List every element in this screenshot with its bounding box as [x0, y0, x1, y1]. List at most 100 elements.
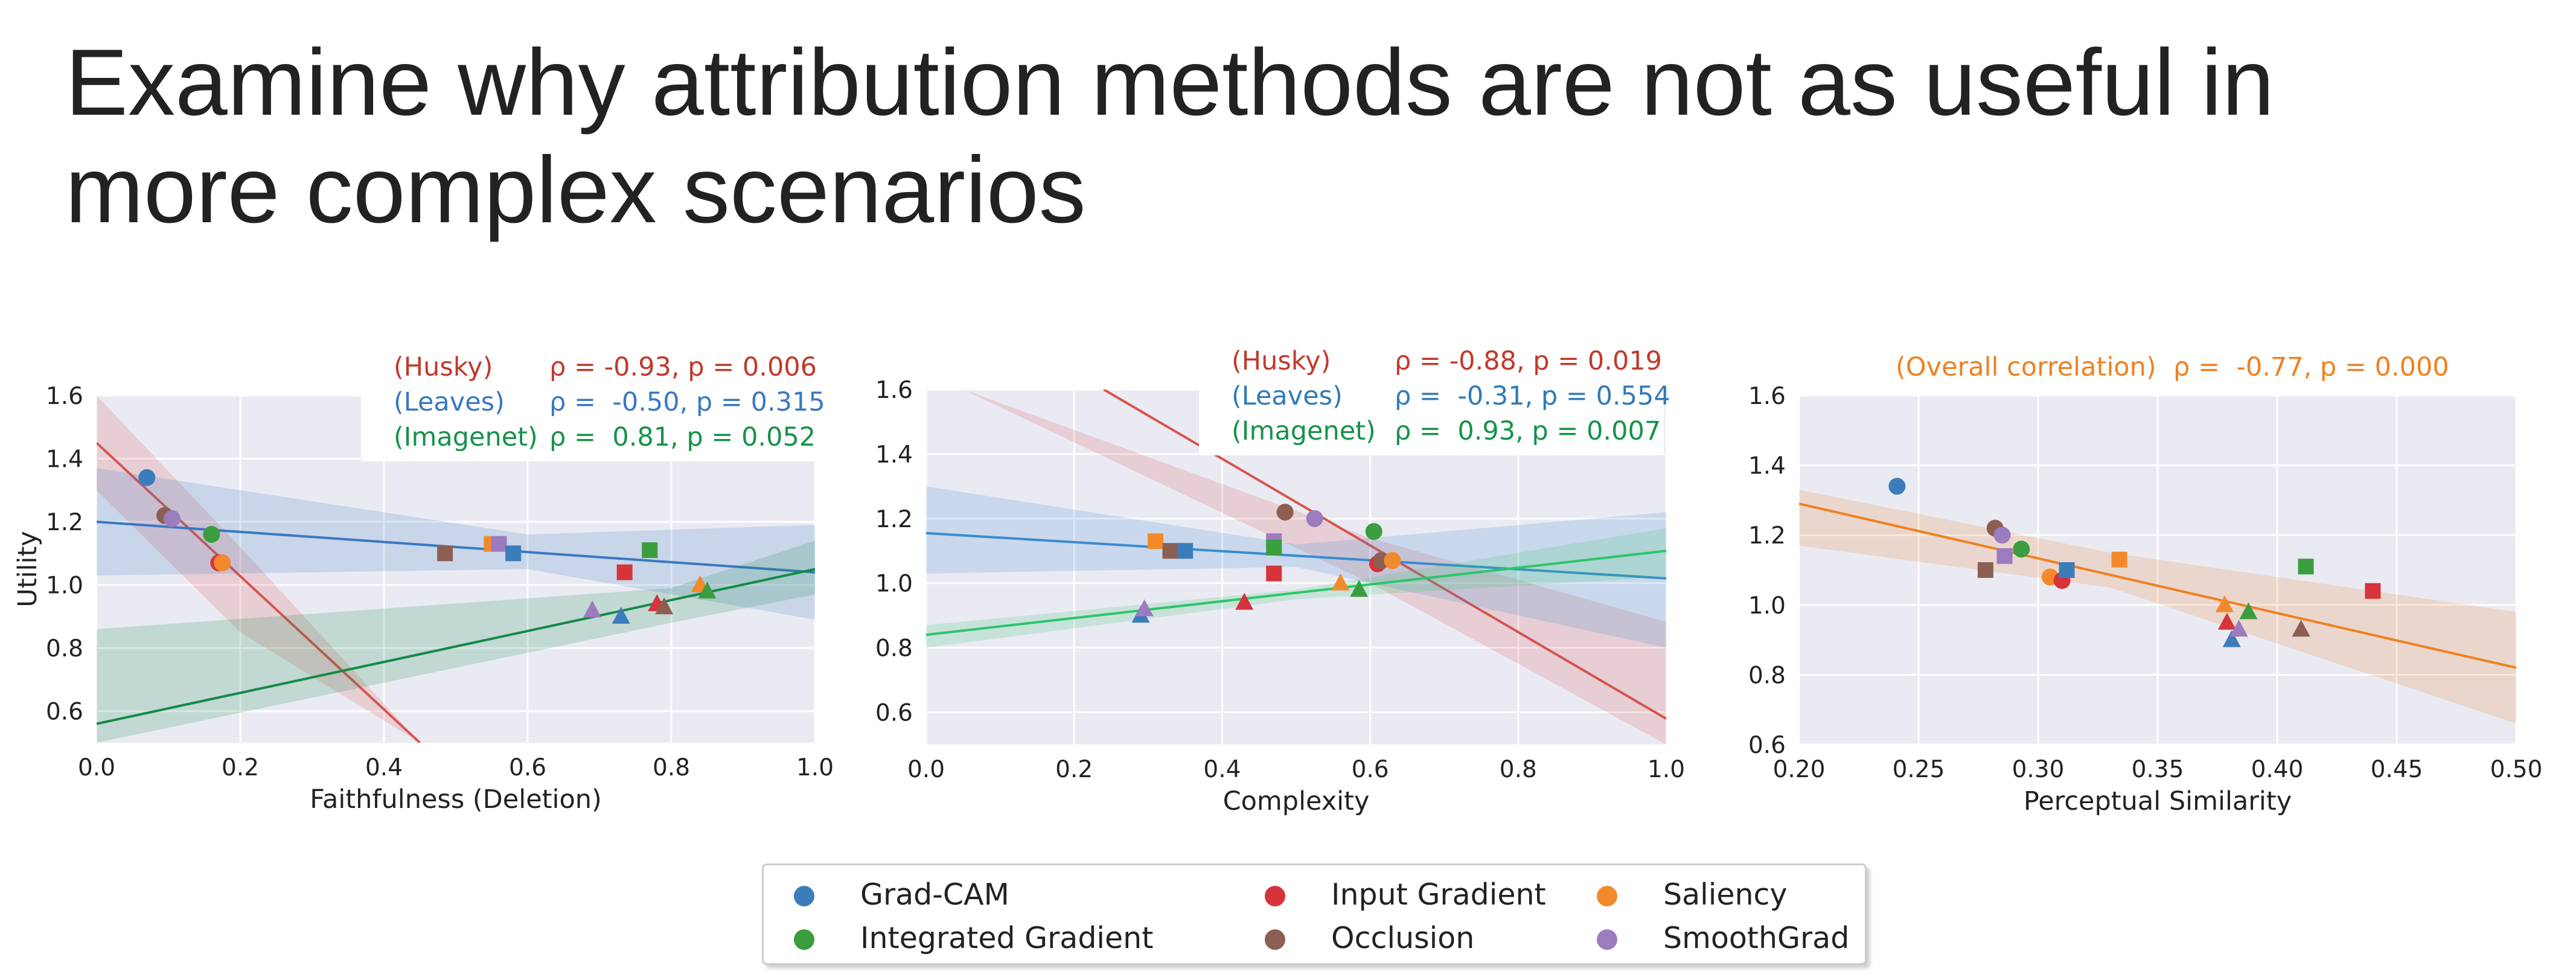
- y-axis-label: Utility: [13, 531, 43, 607]
- data-point: [2222, 630, 2241, 647]
- x-tick-label: 0.4: [365, 754, 403, 781]
- y-tick-label: 0.8: [875, 635, 913, 662]
- legend-marker: [794, 929, 814, 950]
- x-tick-label: 0.8: [1500, 756, 1537, 783]
- x-tick-label: 0.25: [1893, 756, 1945, 783]
- annotation-statistic: ρ = -0.88, p = 0.019: [1395, 346, 1662, 376]
- data-point: [642, 542, 658, 559]
- fit-line-imagenet: [926, 550, 1666, 636]
- data-point: [1266, 539, 1282, 556]
- data-point: [437, 545, 453, 562]
- legend-label: Integrated Gradient: [860, 921, 1154, 955]
- chart-faithfulness: 0.0 0.2 0.4 0.6 0.8 1.0 0.6 0.8 1.0 1.2 1.4 1.6 Fait…: [13, 349, 834, 815]
- data-point: [698, 582, 717, 599]
- legend-marker: [1597, 886, 1617, 906]
- data-point: [616, 564, 633, 580]
- data-point: [214, 554, 231, 572]
- legend-label: SmoothGrad: [1663, 921, 1850, 955]
- data-point: [1306, 510, 1323, 527]
- data-point: [1266, 565, 1282, 582]
- data-point: [1235, 592, 1254, 610]
- data-point: [655, 597, 674, 615]
- data-point: [2365, 583, 2381, 599]
- chart-perceptual-similarity: 0.20 0.25 0.30 0.35 0.40 0.45 0.50 0.6 0.8 1.0 1.2…: [1748, 350, 2543, 816]
- legend-label: Saliency: [1663, 877, 1788, 912]
- chart-complexity: 0.0 0.2 0.4 0.6 0.8 1.0 0.6 0.8 1.0 1.2 1.4 1.6 Comp…: [875, 343, 1685, 816]
- y-tick-label: 0.8: [1748, 662, 1786, 689]
- annotation-statistic: ρ = -0.50, p = 0.315: [549, 387, 825, 417]
- data-point: [2059, 562, 2075, 578]
- x-tick-label: 0.4: [1203, 756, 1241, 783]
- y-tick-label: 0.6: [46, 699, 83, 726]
- y-tick-label: 1.0: [1748, 592, 1786, 620]
- x-tick-label: 0.30: [2012, 756, 2065, 783]
- annotation-group-label: (Leaves): [1232, 381, 1343, 411]
- data-point: [2292, 620, 2310, 637]
- data-point: [203, 526, 220, 543]
- fit-line-husky: [97, 441, 421, 743]
- y-tick-label: 1.0: [46, 572, 83, 600]
- legend-label: Input Gradient: [1331, 877, 1546, 912]
- x-tick-label: 0.20: [1773, 756, 1826, 783]
- data-point: [491, 536, 507, 552]
- data-point: [2239, 602, 2258, 620]
- y-tick-label: 1.4: [1748, 453, 1786, 480]
- data-point: [1331, 573, 1350, 591]
- y-tick-label: 1.4: [875, 441, 913, 469]
- data-point: [2229, 620, 2248, 637]
- annotation-box: [361, 349, 820, 461]
- legend-marker: [1265, 886, 1285, 906]
- y-tick-label: 1.6: [46, 383, 83, 410]
- y-tick-label: 0.6: [1748, 732, 1786, 759]
- x-tick-label: 1.0: [796, 754, 834, 781]
- confidence-band-overall: [1799, 490, 2516, 724]
- data-point: [1276, 504, 1294, 521]
- x-tick-label: 0.2: [1055, 756, 1093, 783]
- annotation-group-label: (Husky): [1232, 346, 1331, 376]
- data-point: [612, 606, 630, 624]
- x-tick-label: 0.50: [2490, 756, 2543, 783]
- legend-marker: [1265, 929, 1285, 950]
- data-point: [2215, 595, 2234, 612]
- x-tick-label: 0.6: [509, 754, 546, 781]
- x-axis-label: Faithfulness (Deletion): [310, 784, 602, 815]
- confidence-band-imagenet: [926, 528, 1666, 648]
- y-tick-label: 0.8: [46, 635, 83, 662]
- y-tick-label: 0.6: [875, 700, 913, 727]
- fit-line-leaves: [926, 531, 1666, 580]
- x-tick-label: 0.6: [1352, 756, 1389, 783]
- x-tick-label: 0.0: [907, 756, 945, 783]
- legend-marker: [1597, 929, 1617, 950]
- data-point: [1888, 478, 1906, 495]
- data-point: [2217, 612, 2236, 630]
- x-tick-label: 0.35: [2132, 756, 2184, 783]
- x-tick-label: 0.40: [2251, 756, 2304, 783]
- y-tick-label: 1.4: [46, 446, 83, 473]
- y-tick-label: 1.6: [1748, 383, 1786, 410]
- slide-title: Examine why attribution methods are not …: [65, 30, 2275, 243]
- annotation-group-label: (Overall correlation): [1896, 352, 2156, 382]
- confidence-band-leaves: [97, 468, 815, 620]
- data-point: [1350, 580, 1369, 597]
- annotation-statistic: ρ = -0.77, p = 0.000: [2173, 352, 2449, 382]
- y-tick-label: 1.2: [1748, 522, 1786, 550]
- data-point: [1977, 562, 1993, 578]
- x-tick-label: 0.45: [2371, 756, 2423, 783]
- data-point: [1177, 543, 1194, 559]
- annotation-box: [1199, 343, 1664, 455]
- data-point: [583, 600, 602, 618]
- x-tick-label: 0.0: [78, 754, 115, 781]
- annotation-statistic: ρ = -0.31, p = 0.554: [1395, 381, 1670, 411]
- data-point: [1384, 552, 1401, 569]
- data-point: [1148, 533, 1164, 550]
- data-point: [138, 469, 156, 486]
- data-point: [2013, 540, 2030, 558]
- fit-line-overall: [1799, 502, 2516, 669]
- data-point: [1365, 523, 1382, 540]
- fit-line-imagenet: [97, 568, 815, 725]
- annotation-group-label: (Imagenet): [394, 422, 538, 452]
- confidence-band-husky: [97, 396, 420, 743]
- y-tick-label: 1.2: [875, 506, 913, 533]
- y-tick-label: 1.0: [875, 571, 913, 598]
- data-point: [505, 545, 522, 562]
